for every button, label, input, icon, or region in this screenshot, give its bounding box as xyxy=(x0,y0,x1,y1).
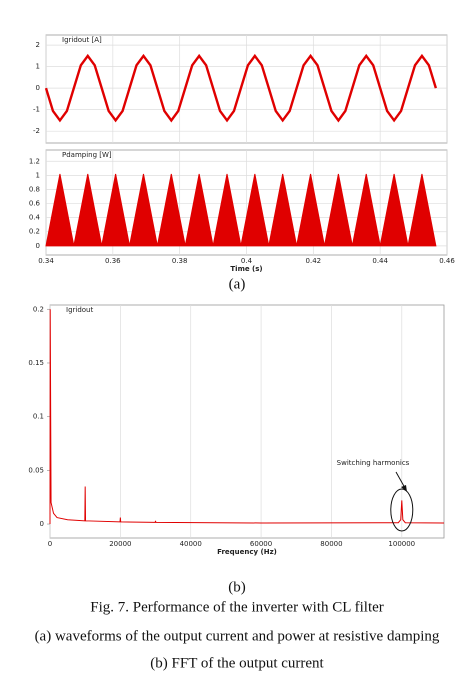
x-tick-label: 0 xyxy=(48,540,52,548)
x-tick-label: 60000 xyxy=(250,540,272,548)
x-tick-label: 0.36 xyxy=(105,257,121,265)
y-tick-label: 2 xyxy=(36,41,40,49)
y-tick-label: 0.2 xyxy=(29,228,40,236)
y-tick-label: 0 xyxy=(40,520,44,528)
panel-title: Igridout xyxy=(66,306,93,314)
y-tick-label: -1 xyxy=(33,106,40,114)
annotation-arrow xyxy=(395,471,406,489)
x-tick-label: 100000 xyxy=(388,540,415,548)
data-area xyxy=(45,173,437,247)
x-tick-label: 0.4 xyxy=(241,257,253,265)
y-tick-label: 0.1 xyxy=(33,413,44,421)
x-tick-label: 0.34 xyxy=(38,257,54,265)
y-tick-label: -2 xyxy=(33,127,40,135)
y-tick-label: 0.15 xyxy=(28,359,44,367)
y-tick-label: 1.2 xyxy=(29,157,40,165)
panel-title: Pdamping [W] xyxy=(62,151,112,159)
panel-label: (b) xyxy=(228,579,246,595)
data-line xyxy=(44,53,438,123)
x-axis-label: Time (s) xyxy=(230,265,262,273)
y-tick-label: 1 xyxy=(36,171,40,179)
panel-title: Igridout [A] xyxy=(62,36,102,44)
y-tick-label: 1 xyxy=(36,63,40,71)
x-tick-label: 0.38 xyxy=(172,257,188,265)
y-tick-label: 0.8 xyxy=(29,185,40,193)
caption: (b) FFT of the output current xyxy=(150,655,324,671)
annotation-ellipse xyxy=(390,488,414,532)
y-tick-label: 0 xyxy=(36,84,40,92)
plot-area xyxy=(49,304,445,539)
caption: Fig. 7. Performance of the inverter with… xyxy=(90,599,384,615)
x-tick-label: 20000 xyxy=(109,540,131,548)
panel-label: (a) xyxy=(229,276,246,292)
x-tick-label: 80000 xyxy=(320,540,342,548)
y-tick-label: 0.6 xyxy=(29,200,41,208)
y-tick-label: 0.05 xyxy=(28,466,44,474)
x-tick-label: 0.44 xyxy=(372,257,388,265)
caption: (a) waveforms of the output current and … xyxy=(35,628,440,644)
arrow-head xyxy=(401,485,407,492)
data-line xyxy=(49,309,445,525)
x-tick-label: 40000 xyxy=(180,540,202,548)
y-tick-label: 0 xyxy=(36,242,40,250)
x-tick-label: 0.46 xyxy=(439,257,455,265)
annotation: Switching harmonics xyxy=(337,459,410,467)
y-tick-label: 0.2 xyxy=(33,305,44,313)
x-tick-label: 0.42 xyxy=(306,257,322,265)
x-axis-label: Frequency (Hz) xyxy=(217,548,277,556)
y-tick-label: 0.4 xyxy=(29,214,41,222)
